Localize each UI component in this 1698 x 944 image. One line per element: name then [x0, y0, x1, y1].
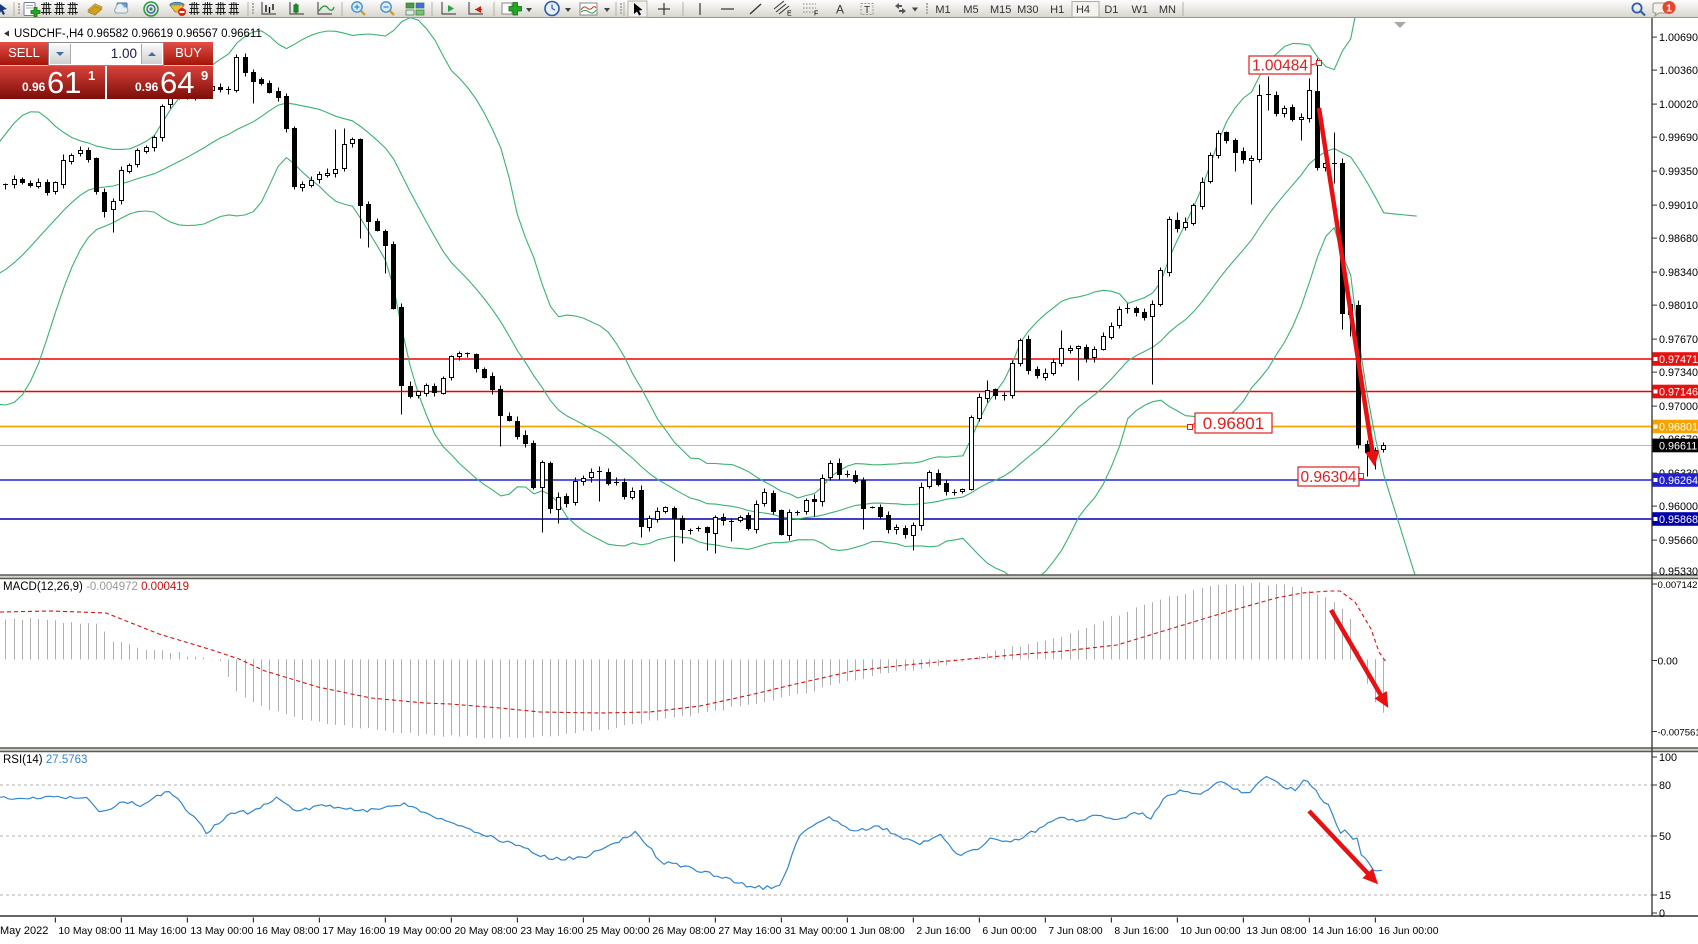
svg-text:M5: M5 [963, 4, 978, 16]
svg-text:23 May 16:00: 23 May 16:00 [520, 926, 583, 937]
svg-text:0.007142: 0.007142 [1658, 580, 1698, 591]
svg-text:USDCHF-,H4 0.96582 0.96619 0.: USDCHF-,H4 0.96582 0.96619 0.96567 0.966… [14, 28, 262, 40]
svg-text:100: 100 [1659, 752, 1677, 764]
svg-text:27 May 16:00: 27 May 16:00 [718, 926, 781, 937]
svg-text:E: E [787, 11, 792, 18]
svg-text:0.96801: 0.96801 [1203, 414, 1264, 433]
svg-text:M1: M1 [935, 4, 950, 16]
svg-text:0.98680: 0.98680 [1659, 233, 1698, 245]
svg-text:0: 0 [1659, 908, 1665, 920]
svg-text:F: F [814, 11, 818, 18]
svg-text:M30: M30 [1017, 4, 1038, 16]
svg-text:13 May 00:00: 13 May 00:00 [190, 926, 253, 937]
svg-text:80: 80 [1659, 780, 1671, 792]
svg-text:2 Jun 16:00: 2 Jun 16:00 [916, 926, 971, 937]
svg-text:8 Jun 16:00: 8 Jun 16:00 [1114, 926, 1169, 937]
svg-text:H4: H4 [1076, 4, 1090, 16]
svg-text:0.97000: 0.97000 [1659, 401, 1698, 413]
svg-text:0.95868: 0.95868 [1659, 514, 1698, 526]
svg-text:0.97146: 0.97146 [1659, 387, 1698, 399]
svg-text:17 May 16:00: 17 May 16:00 [322, 926, 385, 937]
svg-text:0.97340: 0.97340 [1659, 367, 1698, 379]
svg-text:M15: M15 [990, 4, 1011, 16]
svg-text:25 May 00:00: 25 May 00:00 [586, 926, 649, 937]
svg-text:6 Jun 00:00: 6 Jun 00:00 [982, 926, 1037, 937]
svg-text:1.00020: 1.00020 [1659, 99, 1698, 111]
svg-text:W1: W1 [1131, 4, 1148, 16]
svg-text:1.00484: 1.00484 [1252, 58, 1308, 75]
svg-text:A: A [836, 3, 844, 17]
svg-text:0.96611: 0.96611 [1659, 441, 1697, 453]
svg-text:0.98010: 0.98010 [1659, 300, 1698, 312]
svg-text:1: 1 [1666, 3, 1672, 15]
svg-text:7 Jun 08:00: 7 Jun 08:00 [1048, 926, 1103, 937]
svg-text:0.96304: 0.96304 [1300, 469, 1356, 486]
svg-text:10 May 08:00: 10 May 08:00 [58, 926, 121, 937]
svg-text:0.95330: 0.95330 [1659, 566, 1698, 578]
svg-text:19 May 00:00: 19 May 00:00 [388, 926, 451, 937]
svg-text:0.98340: 0.98340 [1659, 267, 1698, 279]
svg-text:0.00: 0.00 [1658, 656, 1678, 667]
svg-text:MN: MN [1159, 4, 1176, 16]
svg-text:0.97471: 0.97471 [1659, 354, 1698, 366]
svg-text:RSI(14) 27.5763: RSI(14) 27.5763 [3, 754, 87, 766]
svg-text:20 May 08:00: 20 May 08:00 [454, 926, 517, 937]
svg-text:1.00360: 1.00360 [1659, 65, 1698, 77]
svg-text:13 Jun 08:00: 13 Jun 08:00 [1246, 926, 1306, 937]
svg-text:50: 50 [1659, 831, 1671, 843]
svg-text:0.97670: 0.97670 [1659, 334, 1698, 346]
svg-text:1 Jun 08:00: 1 Jun 08:00 [850, 926, 905, 937]
svg-text:1.00690: 1.00690 [1659, 32, 1698, 44]
svg-text:26 May 08:00: 26 May 08:00 [652, 926, 715, 937]
svg-text:31 May 00:00: 31 May 00:00 [784, 926, 847, 937]
svg-text:-0.007561: -0.007561 [1658, 727, 1698, 738]
svg-text:May 2022: May 2022 [0, 925, 48, 937]
svg-text:15: 15 [1659, 890, 1671, 902]
svg-text:14 Jun 16:00: 14 Jun 16:00 [1312, 926, 1372, 937]
svg-text:H1: H1 [1050, 4, 1064, 16]
svg-text:16 May 08:00: 16 May 08:00 [256, 926, 319, 937]
svg-text:0.99010: 0.99010 [1659, 200, 1698, 212]
svg-text:0.95660: 0.95660 [1659, 535, 1698, 547]
svg-text:0.96801: 0.96801 [1659, 422, 1698, 434]
svg-text:0.96000: 0.96000 [1659, 501, 1698, 513]
svg-text:T: T [864, 5, 870, 16]
svg-text:10 Jun 00:00: 10 Jun 00:00 [1180, 926, 1240, 937]
svg-text:D1: D1 [1104, 4, 1118, 16]
svg-text:0.99350: 0.99350 [1659, 166, 1698, 178]
svg-text:MACD(12,26,9) -0.004972 0.0004: MACD(12,26,9) -0.004972 0.000419 [3, 581, 189, 593]
svg-text:0.96264: 0.96264 [1659, 475, 1698, 487]
svg-text:11 May 16:00: 11 May 16:00 [124, 926, 186, 937]
svg-text:0.99690: 0.99690 [1659, 132, 1698, 144]
svg-text:16 Jun 00:00: 16 Jun 00:00 [1378, 926, 1438, 937]
